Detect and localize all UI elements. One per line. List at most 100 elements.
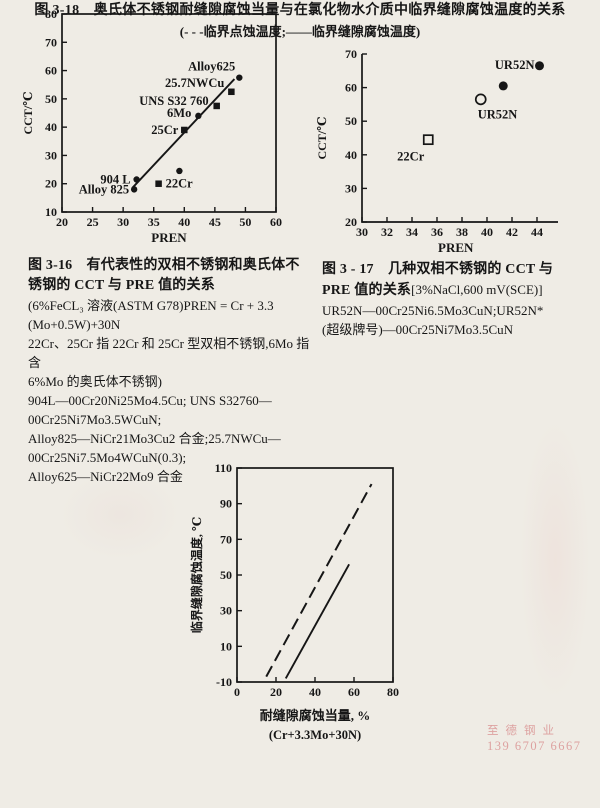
data-point xyxy=(130,186,138,193)
plot-axes xyxy=(361,54,558,223)
figure-3-16-caption-title: 锈钢的 CCT 与 PRE 值的关系 xyxy=(28,278,215,293)
data-point-label: 904 L xyxy=(100,172,130,186)
x-tick-label: 0 xyxy=(234,685,240,699)
x-tick-label: 30 xyxy=(117,215,129,229)
data-point xyxy=(133,176,140,183)
x-tick-label: 60 xyxy=(270,215,282,229)
figure-3-16-caption-title: 图 3-16 有代表性的双相不锈钢和奥氏体不 xyxy=(28,258,300,273)
figure-3-16-caption-line: 00Cr25Ni7Mo3.5WCuN; xyxy=(28,412,162,427)
y-tick-label: 30 xyxy=(220,604,232,618)
x-tick-label: 50 xyxy=(239,215,251,229)
data-point xyxy=(535,61,544,71)
x-axis-label: PREN xyxy=(438,240,474,255)
y-tick-label: 110 xyxy=(215,461,232,475)
data-point-label: UNS S32 760 xyxy=(139,94,208,108)
series-line-trend xyxy=(131,78,236,189)
x-tick-label: 34 xyxy=(406,225,418,239)
data-point xyxy=(422,134,434,146)
x-axis-label: 耐缝隙腐蚀当量, % xyxy=(260,708,371,723)
x-axis-sublabel: (Cr+3.3Mo+30N) xyxy=(269,728,361,742)
data-point-label: 25Cr xyxy=(151,123,179,137)
x-tick-label: 40 xyxy=(178,215,190,229)
data-point-label: Alloy625 xyxy=(188,60,235,74)
x-tick-label: 35 xyxy=(148,215,160,229)
figure-3-16-caption-line: (Mo+0.5W)+30N xyxy=(28,317,121,332)
y-tick-label: -10 xyxy=(216,675,232,689)
y-tick-label: 10 xyxy=(45,205,57,219)
data-point xyxy=(474,93,487,106)
series-line-临界点蚀温度 xyxy=(265,483,373,678)
figure-3-17-caption-title: PRE 值的关系[3%NaCl,600 mV(SCE)] xyxy=(322,280,594,301)
y-tick-label: 70 xyxy=(220,532,232,546)
data-point xyxy=(228,88,235,96)
figure-3-18-caption-legend: (- - -临界点蚀温度;——临界缝隙腐蚀温度) xyxy=(179,24,421,39)
y-tick-label: 70 xyxy=(45,35,57,49)
seller-watermark: 至德钢业 139 6707 6667 xyxy=(487,724,582,754)
x-tick-label: 80 xyxy=(387,685,399,699)
y-tick-label: 70 xyxy=(345,47,357,61)
data-point xyxy=(498,81,508,91)
y-tick-label: 60 xyxy=(45,64,57,78)
watermark-company: 至德钢业 xyxy=(487,725,561,737)
x-tick-label: 40 xyxy=(309,685,321,699)
x-axis-label: PREN xyxy=(151,230,187,245)
y-axis-label: CCT/℃ xyxy=(21,91,35,134)
y-tick-label: 40 xyxy=(345,148,357,162)
figure-3-17-caption-title-rest: [3%NaCl,600 mV(SCE)] xyxy=(411,282,543,297)
data-point-label: 22Cr xyxy=(397,150,425,164)
figure-3-16-caption-line: Alloy625—NiCr22Mo9 合金 xyxy=(28,469,183,484)
y-axis-label: 临界缝隙腐蚀温度, ℃ xyxy=(189,517,204,633)
x-tick-label: 60 xyxy=(348,685,360,699)
data-point-label: UR52N xyxy=(478,107,518,121)
y-tick-label: 80 xyxy=(45,7,57,21)
figure-3-16-caption-line: 00Cr25Ni7.5Mo4WCuN(0.3); xyxy=(28,450,187,465)
x-tick-label: 42 xyxy=(506,225,518,239)
x-tick-label: 36 xyxy=(431,225,443,239)
y-tick-label: 50 xyxy=(220,568,232,582)
figure-3-17-caption-line: UR52N—00Cr25Ni6.5Mo3CuN;UR52N* xyxy=(322,303,544,318)
x-tick-label: 30 xyxy=(356,225,368,239)
figure-3-18-line-chart: 0 20 40 60 80 -10 10 30 50 70 90 110 耐缝隙腐蚀当量, % (Cr+3… xyxy=(189,461,399,742)
paper-bleedthrough-smudge xyxy=(520,420,590,700)
data-point-label: UR52N xyxy=(495,58,535,72)
series-line-临界缝隙腐蚀温度 xyxy=(284,563,350,679)
data-point-label: 22Cr xyxy=(166,177,194,191)
figure-3-16-caption-line: (6%FeCL₃ 溶液(ASTM G78)PREN = Cr + 3.3 xyxy=(28,298,274,313)
figure-3-17-caption: 图 3 - 17 几种双相不锈钢的 CCT 与 PRE 值的关系[3%NaCl,… xyxy=(322,260,594,339)
figure-3-16-caption-line: 22Cr、25Cr 指 22Cr 和 25Cr 型双相不锈钢,6Mo 指含 xyxy=(28,336,310,370)
x-tick-label: 32 xyxy=(381,225,393,239)
x-tick-label: 20 xyxy=(270,685,282,699)
figure-3-16-caption-line: Alloy825—NiCr21Mo3Cu2 合金;25.7NWCu— xyxy=(28,431,281,446)
y-axis-label: CCT/℃ xyxy=(315,116,329,159)
x-tick-label: 38 xyxy=(456,225,468,239)
y-tick-label: 60 xyxy=(345,81,357,95)
figure-3-17-caption-line: (超级牌号)—00Cr25Ni7Mo3.5CuN xyxy=(322,322,514,337)
figure-3-17-caption-title: 图 3 - 17 几种双相不锈钢的 CCT 与 xyxy=(322,262,554,277)
y-tick-label: 10 xyxy=(220,639,232,653)
figure-3-16-caption: 图 3-16 有代表性的双相不锈钢和奥氏体不 锈钢的 CCT 与 PRE 值的关… xyxy=(28,256,318,486)
y-tick-label: 20 xyxy=(345,215,357,229)
data-point xyxy=(181,126,188,134)
data-point xyxy=(213,102,220,110)
y-tick-label: 50 xyxy=(45,92,57,106)
data-point xyxy=(236,74,243,81)
data-point-label: 6Mo xyxy=(167,106,191,120)
plot-frame xyxy=(61,13,277,213)
data-point-label: 25.7NWCu xyxy=(165,76,224,90)
y-tick-label: 30 xyxy=(45,148,57,162)
data-point-label: Alloy 825 xyxy=(79,182,129,196)
x-tick-label: 45 xyxy=(209,215,221,229)
y-tick-label: 20 xyxy=(45,177,57,191)
x-tick-label: 20 xyxy=(56,215,68,229)
figure-3-17-caption-title-bold: PRE 值的关系 xyxy=(322,283,412,298)
plot-frame xyxy=(236,467,394,683)
x-tick-label: 40 xyxy=(481,225,493,239)
y-tick-label: 50 xyxy=(345,114,357,128)
y-tick-label: 40 xyxy=(45,120,57,134)
figure-3-16-caption-line: 904L—00Cr20Ni25Mo4.5Cu; UNS S32760— xyxy=(28,393,272,408)
data-point xyxy=(195,112,202,120)
y-tick-label: 90 xyxy=(220,497,232,511)
figure-3-16-scatter-chart: 20 25 30 35 40 45 50 601020304050607080PRENCCT/… xyxy=(21,7,282,245)
